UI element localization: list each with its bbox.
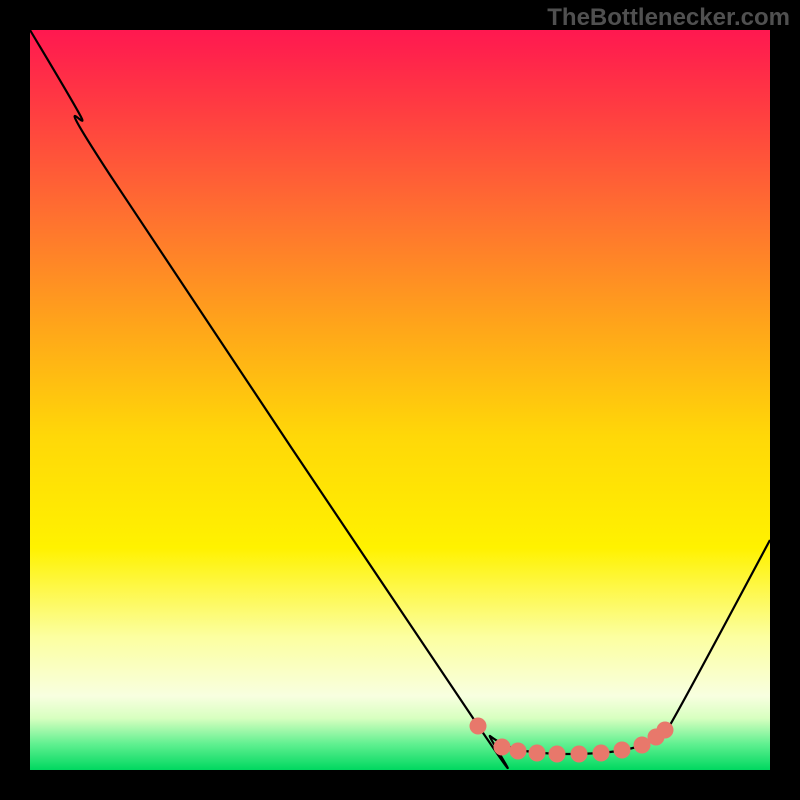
chart-canvas: TheBottlenecker.com xyxy=(0,0,800,800)
curve-marker xyxy=(549,746,566,763)
curve-marker xyxy=(494,739,511,756)
bottleneck-plot xyxy=(0,0,800,800)
curve-marker xyxy=(529,745,546,762)
curve-marker xyxy=(571,746,588,763)
curve-marker xyxy=(593,745,610,762)
watermark-text: TheBottlenecker.com xyxy=(547,4,790,32)
curve-marker xyxy=(657,722,674,739)
curve-marker xyxy=(510,743,527,760)
plot-area xyxy=(30,30,770,770)
curve-marker xyxy=(614,742,631,759)
curve-marker xyxy=(470,718,487,735)
